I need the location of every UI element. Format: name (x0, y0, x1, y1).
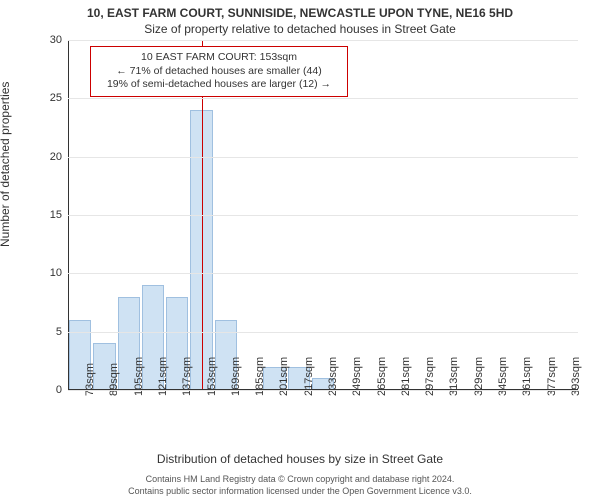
annotation-line-1: 10 EAST FARM COURT: 153sqm (99, 51, 339, 65)
annotation-box: 10 EAST FARM COURT: 153sqm ← 71% of deta… (90, 46, 348, 97)
page-title: 10, EAST FARM COURT, SUNNISIDE, NEWCASTL… (0, 6, 600, 20)
grid-line (68, 98, 578, 99)
x-tick-label: 89sqm (108, 363, 120, 396)
x-tick-label: 73sqm (84, 363, 96, 396)
grid-line (68, 332, 578, 333)
x-axis-label: Distribution of detached houses by size … (0, 452, 600, 466)
footnote-2: Contains public sector information licen… (0, 486, 600, 496)
grid-line (68, 390, 578, 391)
footnote-1: Contains HM Land Registry data © Crown c… (0, 474, 600, 484)
y-tick-label: 0 (56, 384, 62, 396)
grid-line (68, 40, 578, 41)
y-tick-label: 5 (56, 326, 62, 338)
y-tick-label: 30 (50, 34, 62, 46)
annotation-line-3: 19% of semi-detached houses are larger (… (99, 78, 339, 92)
annotation-line-2: ← 71% of detached houses are smaller (44… (99, 65, 339, 79)
y-tick-label: 25 (50, 92, 62, 104)
grid-line (68, 157, 578, 158)
y-tick-label: 10 (50, 267, 62, 279)
y-axis-label: Number of detached properties (0, 82, 12, 247)
y-tick-label: 20 (50, 151, 62, 163)
grid-line (68, 215, 578, 216)
page-subtitle: Size of property relative to detached ho… (0, 22, 600, 36)
grid-line (68, 273, 578, 274)
y-tick-label: 15 (50, 209, 62, 221)
